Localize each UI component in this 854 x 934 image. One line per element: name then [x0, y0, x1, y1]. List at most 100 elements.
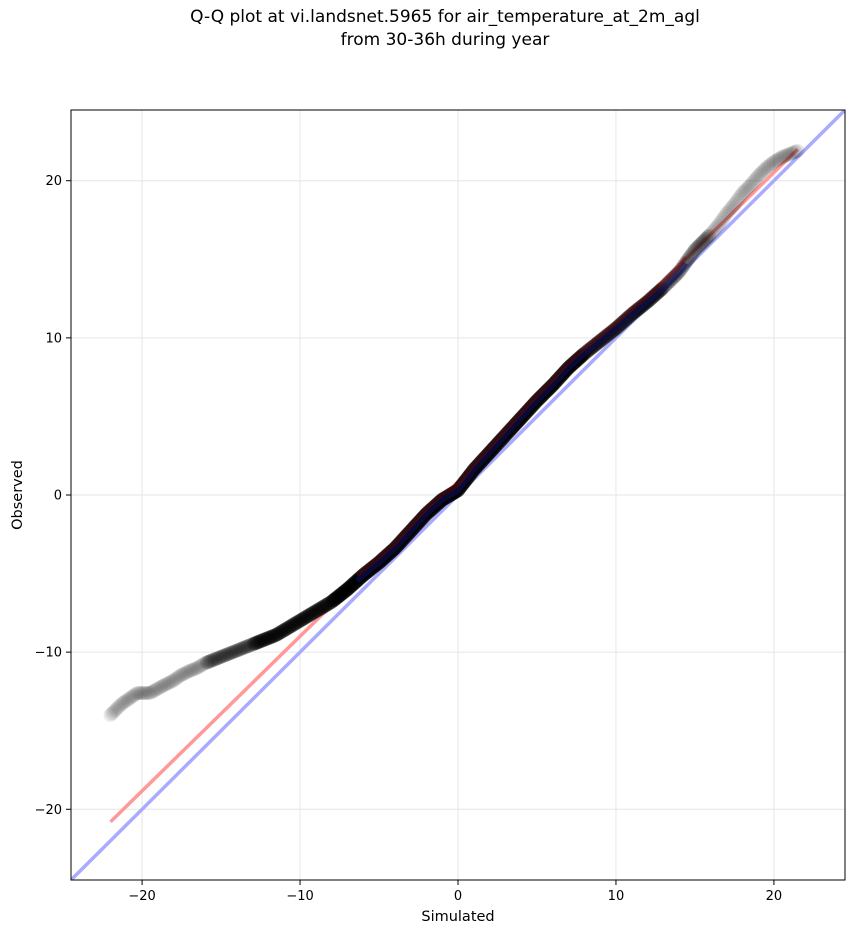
- quantile-point: [220, 647, 235, 662]
- x-tick-label: 10: [608, 889, 625, 904]
- quantile-point: [266, 629, 281, 644]
- quantile-point: [716, 211, 731, 226]
- grid: [71, 110, 845, 880]
- quantile-point: [733, 188, 748, 203]
- quantile-point: [305, 606, 320, 621]
- quantile-point: [773, 151, 788, 166]
- quantile-point: [221, 646, 236, 661]
- quantile-point: [708, 221, 723, 236]
- quantile-point: [263, 630, 278, 645]
- quantile-point: [777, 148, 792, 163]
- quantile-point: [698, 231, 713, 246]
- quantile-point: [776, 149, 791, 164]
- quantile-point: [779, 148, 794, 163]
- x-tick-label: −20: [128, 889, 155, 904]
- y-axis-label: Observed: [10, 460, 26, 530]
- quantile-point: [157, 678, 172, 693]
- quantile-point: [294, 612, 309, 627]
- quantile-point: [771, 152, 786, 167]
- quantile-point: [719, 206, 734, 221]
- quantile-point: [774, 150, 789, 165]
- chart-title-line-2: from 30-36h during year: [340, 30, 550, 50]
- quantile-point: [289, 615, 304, 630]
- quantile-point: [258, 632, 273, 647]
- quantile-point: [119, 693, 134, 708]
- quantile-point: [120, 692, 135, 707]
- quantile-point: [288, 616, 303, 631]
- quantile-point: [749, 170, 764, 185]
- quantile-point: [727, 197, 742, 212]
- quantile-point: [743, 178, 758, 193]
- quantile-point: [180, 664, 195, 679]
- quantile-point: [754, 165, 769, 180]
- quantile-point: [166, 673, 181, 688]
- ticks: −20 −10 0 10 20 −20 −10 0 10 20: [35, 174, 783, 904]
- quantile-point: [766, 154, 781, 169]
- x-axis-label: Simulated: [421, 909, 494, 925]
- quantile-point: [684, 247, 699, 262]
- plot-area: [71, 110, 845, 880]
- quantile-point: [174, 667, 189, 682]
- quantile-point: [732, 190, 747, 205]
- quantile-point: [269, 627, 284, 642]
- quantile-point: [300, 609, 315, 623]
- y-tick-label: −20: [35, 803, 62, 818]
- quantile-point: [229, 643, 244, 658]
- quantile-point: [253, 634, 268, 649]
- quantile-point: [139, 686, 154, 700]
- quantile-point: [176, 667, 191, 682]
- quantile-point: [302, 608, 317, 623]
- quantile-point: [169, 671, 184, 686]
- quantile-core-trace: [354, 261, 688, 584]
- quantile-point: [198, 656, 213, 671]
- quantile-point: [789, 144, 804, 159]
- quantile-point: [762, 158, 777, 173]
- quantile-point: [237, 640, 252, 655]
- quantile-point: [251, 634, 266, 649]
- quantile-point: [286, 617, 301, 632]
- quantile-core-trace-red: [355, 256, 688, 577]
- quantile-point: [195, 658, 210, 673]
- quantile-point: [116, 695, 131, 710]
- quantile-point: [146, 684, 161, 699]
- quantile-point: [185, 662, 200, 677]
- quantile-point: [210, 651, 225, 666]
- quantile-point: [700, 230, 715, 245]
- quantile-point: [705, 225, 720, 240]
- quantile-point: [724, 201, 739, 216]
- quantile-point: [209, 651, 224, 666]
- y-tick-label: 10: [45, 331, 62, 346]
- quantile-point: [172, 668, 187, 683]
- quantile-point: [188, 661, 203, 676]
- quantile-point: [267, 628, 282, 643]
- quantile-point: [703, 227, 718, 242]
- quantile-point: [729, 195, 744, 210]
- quantile-point: [781, 147, 796, 162]
- quantile-point: [692, 238, 707, 253]
- quantile-point: [686, 245, 701, 260]
- quantile-point: [225, 645, 240, 660]
- quantile-point: [158, 677, 173, 692]
- quantile-point: [165, 674, 180, 689]
- quantile-point: [217, 648, 232, 663]
- quantile-point: [152, 680, 167, 695]
- quantile-point: [190, 660, 205, 675]
- quantile-point: [215, 649, 230, 664]
- quantile-point: [711, 217, 726, 232]
- quantile-point: [150, 681, 165, 696]
- quantile-point: [228, 644, 243, 659]
- quantile-point: [765, 156, 780, 171]
- quantile-point: [184, 663, 199, 678]
- quantile-point: [218, 647, 233, 662]
- quantile-point: [746, 174, 761, 189]
- quantile-point: [741, 180, 756, 194]
- quantile-point: [787, 145, 802, 160]
- quantile-point: [111, 700, 126, 715]
- quantile-point: [234, 641, 249, 656]
- quantile-point: [272, 625, 287, 640]
- quantile-point: [264, 629, 279, 644]
- quantile-point: [790, 143, 805, 158]
- chart-title: Q-Q plot at vi.landsnet.5965 for air_tem…: [0, 6, 854, 52]
- quantile-point: [689, 241, 704, 256]
